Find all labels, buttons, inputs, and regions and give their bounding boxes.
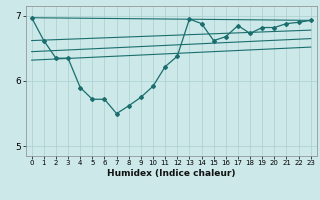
- X-axis label: Humidex (Indice chaleur): Humidex (Indice chaleur): [107, 169, 236, 178]
